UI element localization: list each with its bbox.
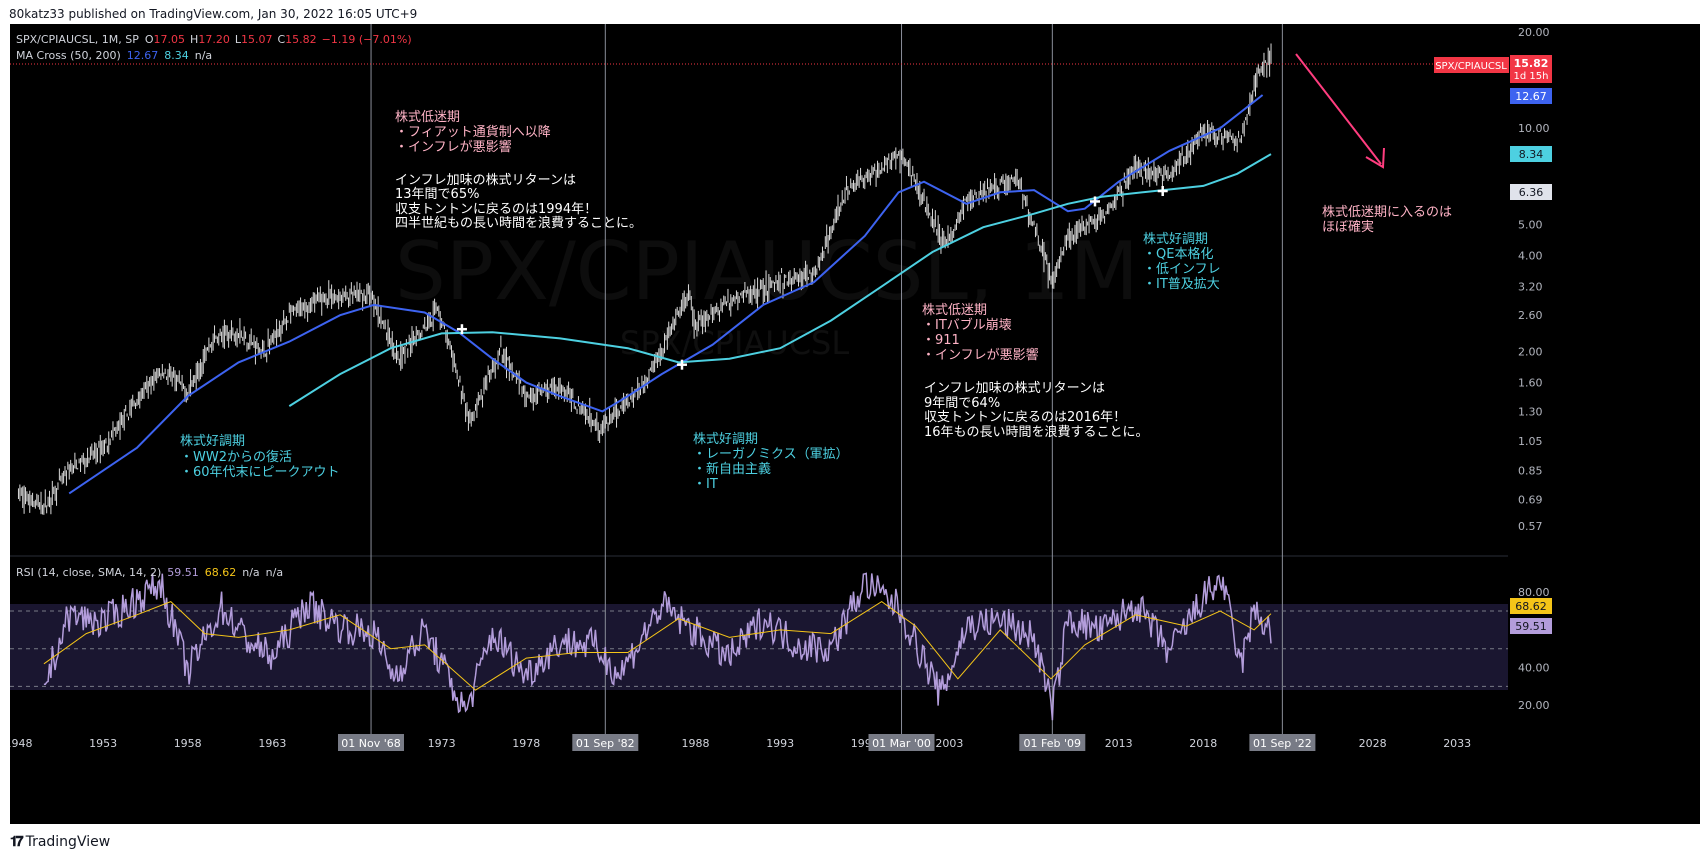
chart-area[interactable]: SPX/CPIAUCSL, 1M SPX/CPIAUCSL 20.00 10.00… <box>5 24 1700 824</box>
y-tick-label: 1.60 <box>1518 377 1543 390</box>
x-tick-label: 1978 <box>512 737 540 750</box>
ma-slow-line <box>288 153 1272 407</box>
annotation-slump-forecast[interactable]: 株式低迷期に入るのはほぼ確実 <box>1322 205 1452 235</box>
svg-text:15.82: 15.82 <box>1514 57 1549 70</box>
footer: 𝟏𝟕 TradingView <box>0 826 1708 858</box>
vline-date-badge <box>338 734 404 751</box>
x-tick-label: 1963 <box>258 737 286 750</box>
y-tick-label: 3.20 <box>1518 280 1543 293</box>
x-tick-label: 1988 <box>682 737 710 750</box>
ma-cross-marker <box>1157 186 1168 197</box>
annotation-return-2[interactable]: インフレ加味の株式リターンは 9年間で64%収支トントンに戻るのは2016年！ 16… <box>924 381 1149 440</box>
vline-date-badge <box>1019 734 1086 751</box>
ma-cross-marker <box>1089 196 1100 207</box>
annotation-boom-qe[interactable]: 株式好調期・QE本格化・低インフレ・IT普及拡大 <box>1143 232 1221 292</box>
y-tick-label: 5.00 <box>1518 218 1543 231</box>
svg-text:59.51: 59.51 <box>1515 620 1547 633</box>
chart-svg[interactable]: SPX/CPIAUCSL, 1M SPX/CPIAUCSL 20.0010.00… <box>5 24 1700 824</box>
vline-date-label: 01 Sep '22 <box>1253 737 1312 750</box>
annotation-slump-fiat[interactable]: 株式低迷期・フィアット通貨制へ以降・インフレが悪影響 <box>395 110 551 155</box>
x-tick-label: 1953 <box>89 737 117 750</box>
rsi-y-tick-label: 20.00 <box>1518 699 1550 712</box>
annotation-boom-postwar[interactable]: 株式好調期・WW2からの復活・60年代末にピークアウト <box>180 434 340 480</box>
y-tick-label: 10.00 <box>1518 122 1550 135</box>
svg-text:MA Cross (50, 200)12.678.34n/a: MA Cross (50, 200) 12.67 8.34 n/a <box>16 49 212 62</box>
vline-date-label: 01 Feb '09 <box>1024 737 1082 750</box>
down-arrow-drawing[interactable] <box>1295 53 1385 169</box>
vline-date-label: 01 Mar '00 <box>872 737 931 750</box>
x-tick-label: 1973 <box>428 737 456 750</box>
symbol-price-badge: SPX/CPIAUCSL 15.82 1d 15h <box>1434 55 1552 83</box>
annotation-return-1[interactable]: インフレ加味の株式リターンは 13年間で65%収支トントンに戻るのは1994年！四… <box>395 173 642 231</box>
x-tick-label: 1958 <box>174 737 202 750</box>
x-tick-label: 2018 <box>1189 737 1217 750</box>
ma-fast-line <box>68 94 1264 495</box>
rsi-y-tick-label: 40.00 <box>1518 662 1550 675</box>
main-legend: SPX/CPIAUCSL, 1M, SP O17.05 H17.20 L15.07 C1… <box>16 33 412 579</box>
svg-text:SPX/CPIAUCSL: SPX/CPIAUCSL <box>1435 61 1507 72</box>
svg-text:1d 15h: 1d 15h <box>1514 71 1549 82</box>
vline-date-label: 01 Sep '82 <box>576 737 635 750</box>
rsi-ma-badge: 68.62 <box>1510 598 1552 614</box>
y-tick-label: 0.85 <box>1518 464 1543 477</box>
rsi-legend-title: RSI (14, close, SMA, 14, 2) <box>16 566 161 579</box>
svg-text:68.62: 68.62 <box>1515 600 1547 613</box>
x-tick-label: 2028 <box>1359 737 1387 750</box>
y-tick-label: 0.69 <box>1518 493 1543 506</box>
publish-header: 80katz33 published on TradingView.com, J… <box>0 0 1708 28</box>
ma-cross-marker <box>676 359 687 370</box>
x-tick-label: 1948 <box>10 737 33 750</box>
vline-date-badge <box>572 734 639 751</box>
annotation-boom-reagan[interactable]: 株式好調期・レーガノミクス（軍拡）・新自由主義・IT <box>693 432 849 492</box>
ma-slow-badge: 8.34 <box>1510 146 1552 162</box>
svg-text:12.67: 12.67 <box>1515 90 1547 103</box>
svg-text:8.34: 8.34 <box>1519 148 1544 161</box>
y-tick-label: 2.00 <box>1518 346 1543 359</box>
ma-cross-marker <box>456 324 467 335</box>
tradingview-logo-icon[interactable]: 𝟏𝟕 <box>10 834 24 850</box>
y-tick-label: 1.05 <box>1518 435 1543 448</box>
rsi-line <box>43 572 1272 721</box>
footer-brand[interactable]: TradingView <box>25 834 111 850</box>
rsi-y-tick-label: 80.00 <box>1518 586 1550 599</box>
vline-date-badge <box>1249 734 1316 751</box>
ma-legend-title: MA Cross (50, 200) <box>16 49 121 62</box>
y-tick-label: 4.00 <box>1518 249 1543 262</box>
ma-fast-badge: 12.67 <box>1510 88 1552 104</box>
x-tick-label: 2013 <box>1105 737 1133 750</box>
legend-symbol: SPX/CPIAUCSL, 1M, SP <box>16 33 139 46</box>
svg-text:6.36: 6.36 <box>1519 186 1544 199</box>
svg-text:RSI (14, close, SMA, 14, 2)59.: RSI (14, close, SMA, 14, 2) 59.51 68.62 n/a… <box>16 566 283 579</box>
y-tick-label: 1.30 <box>1518 405 1543 418</box>
vline-date-badge <box>868 734 935 751</box>
rsi-ma-line <box>43 600 1272 691</box>
rsi-badge: 59.51 <box>1510 618 1552 634</box>
crosshair-price-badge: 6.36 <box>1510 184 1552 200</box>
y-tick-label: 0.57 <box>1518 520 1543 533</box>
x-tick-label: 1993 <box>766 737 794 750</box>
y-tick-label: 2.60 <box>1518 309 1543 322</box>
annotation-slump-itbubble[interactable]: 株式低迷期・ITバブル崩壊・911 ・インフレが悪影響 <box>922 303 1039 363</box>
published-text: 80katz33 published on TradingView.com, J… <box>9 7 418 21</box>
vline-date-label: 01 Nov '68 <box>341 737 400 750</box>
x-tick-label: 2033 <box>1443 737 1471 750</box>
x-tick-label: 2003 <box>935 737 963 750</box>
y-tick-label: 20.00 <box>1518 26 1550 39</box>
